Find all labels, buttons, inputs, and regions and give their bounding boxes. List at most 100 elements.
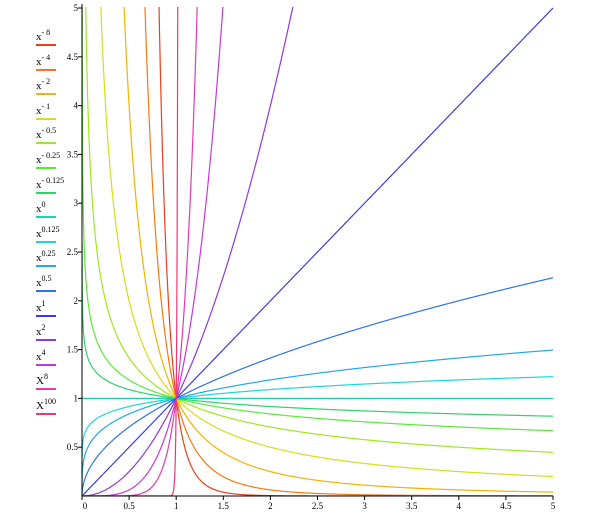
legend-exponent: 100 [43,397,56,406]
legend-swatch [36,142,56,145]
legend-exponent: - 0.25 [41,151,61,160]
y-tick-label: 4.5 [67,52,79,62]
legend-swatch [36,44,56,46]
x-tick-label: 4.5 [500,501,512,511]
legend-label: X8 [36,373,48,388]
series-line-x-1 [100,7,554,478]
legend-exponent: 1 [41,298,46,308]
legend-exponent: - 2 [41,77,51,87]
y-tick-label: 4 [74,101,79,111]
legend-label: X100 [36,398,56,412]
legend-exponent: - 1 [41,101,51,111]
legend-label: x- 0.125 [36,176,64,191]
legend-item: x- 1 [36,100,62,122]
legend-swatch [36,240,56,243]
x-tick-label: 2.5 [312,501,324,511]
series-line-x-4 [144,7,553,496]
legend-label: x- 8 [36,29,50,43]
series-line-x-0p125 [82,243,554,417]
y-tick-label: 3 [74,198,79,208]
legend-item: x4 [36,346,62,368]
y-tick-label: 3.5 [67,149,79,159]
legend-base: x [36,154,42,166]
legend-base: x [36,104,42,117]
series-line-x-2 [123,7,554,493]
legend-swatch [36,216,56,219]
legend-swatch [36,290,56,292]
legend-base: x [36,203,42,216]
legend-swatch [36,314,56,317]
legend-base: x [36,129,42,142]
series-line-X8 [82,7,198,496]
legend-label: x2 [36,324,46,339]
series-line-x0p5 [82,277,554,494]
legend-item: x2 [36,321,62,343]
legend-base: x [36,55,42,68]
legend-base: x [36,80,42,93]
y-tick-label: 2.5 [67,247,79,257]
legend-exponent: 0 [41,200,46,210]
legend-label: x0.5 [36,275,52,289]
legend-item: x0.125 [36,223,62,245]
legend-item: x0.5 [36,272,62,294]
series-line-x-0p25 [82,7,554,432]
y-tick-label: 1.5 [67,345,79,355]
legend-item: X8 [36,370,62,392]
x-tick-label: 5 [551,501,556,511]
legend-exponent: 4 [41,347,46,357]
legend-swatch [36,93,56,96]
legend-swatch [36,265,56,268]
legend-item: x- 0.25 [36,149,62,171]
legend-base: x [36,277,42,289]
legend-exponent: - 4 [41,52,51,62]
legend-base: x [36,178,42,191]
series-line-x2 [82,7,294,496]
legend-exponent: - 0.5 [41,126,57,136]
legend-exponent: 2 [41,323,46,333]
legend-label: x- 0.25 [36,152,60,166]
legend-base: x [36,326,42,339]
legend-exponent: 0.5 [41,274,52,283]
x-tick-label: 4 [457,501,462,511]
legend-base: x [36,227,42,240]
legend-item: x- 8 [36,26,62,48]
series-line-x-0p5 [85,7,554,453]
legend-item: x- 4 [36,51,62,73]
legend-exponent: 0.25 [41,249,56,259]
x-tick-label: 1 [174,501,179,511]
y-tick-label: 2 [74,296,79,306]
legend-base: x [36,301,42,314]
legend-base: X [36,375,44,388]
legend-label: x- 4 [36,53,50,68]
x-tick-label: 3 [362,501,367,511]
legend-swatch [36,363,56,366]
legend-label: x0 [36,201,46,216]
x-tick-label: 0.5 [123,501,135,511]
legend-base: X [36,400,44,412]
x-tick-label: 3.5 [406,501,418,511]
x-tick-label: 1.5 [218,501,230,511]
legend-swatch [36,68,56,71]
y-tick-label: 0.5 [67,442,79,452]
legend-swatch [36,388,56,391]
legend-base: x [36,252,42,265]
legend-swatch [36,117,56,120]
series-group [82,7,554,496]
legend-item: x- 0.5 [36,124,62,146]
legend-base: x [36,350,42,363]
legend-exponent: 8 [43,372,48,382]
series-line-x4 [82,7,224,496]
x-tick-label: 2 [268,501,273,511]
legend-label: x0.125 [36,225,60,240]
legend-swatch [36,167,56,169]
legend-item: x- 2 [36,75,62,97]
legend-label: x4 [36,348,46,363]
legend-label: x- 2 [36,78,50,93]
series-line-X100 [82,7,179,496]
legend-label: x- 1 [36,102,50,117]
series-line-x0p125 [82,376,554,459]
series-line-x0p25 [82,349,554,482]
legend-label: x- 0.5 [36,127,56,142]
